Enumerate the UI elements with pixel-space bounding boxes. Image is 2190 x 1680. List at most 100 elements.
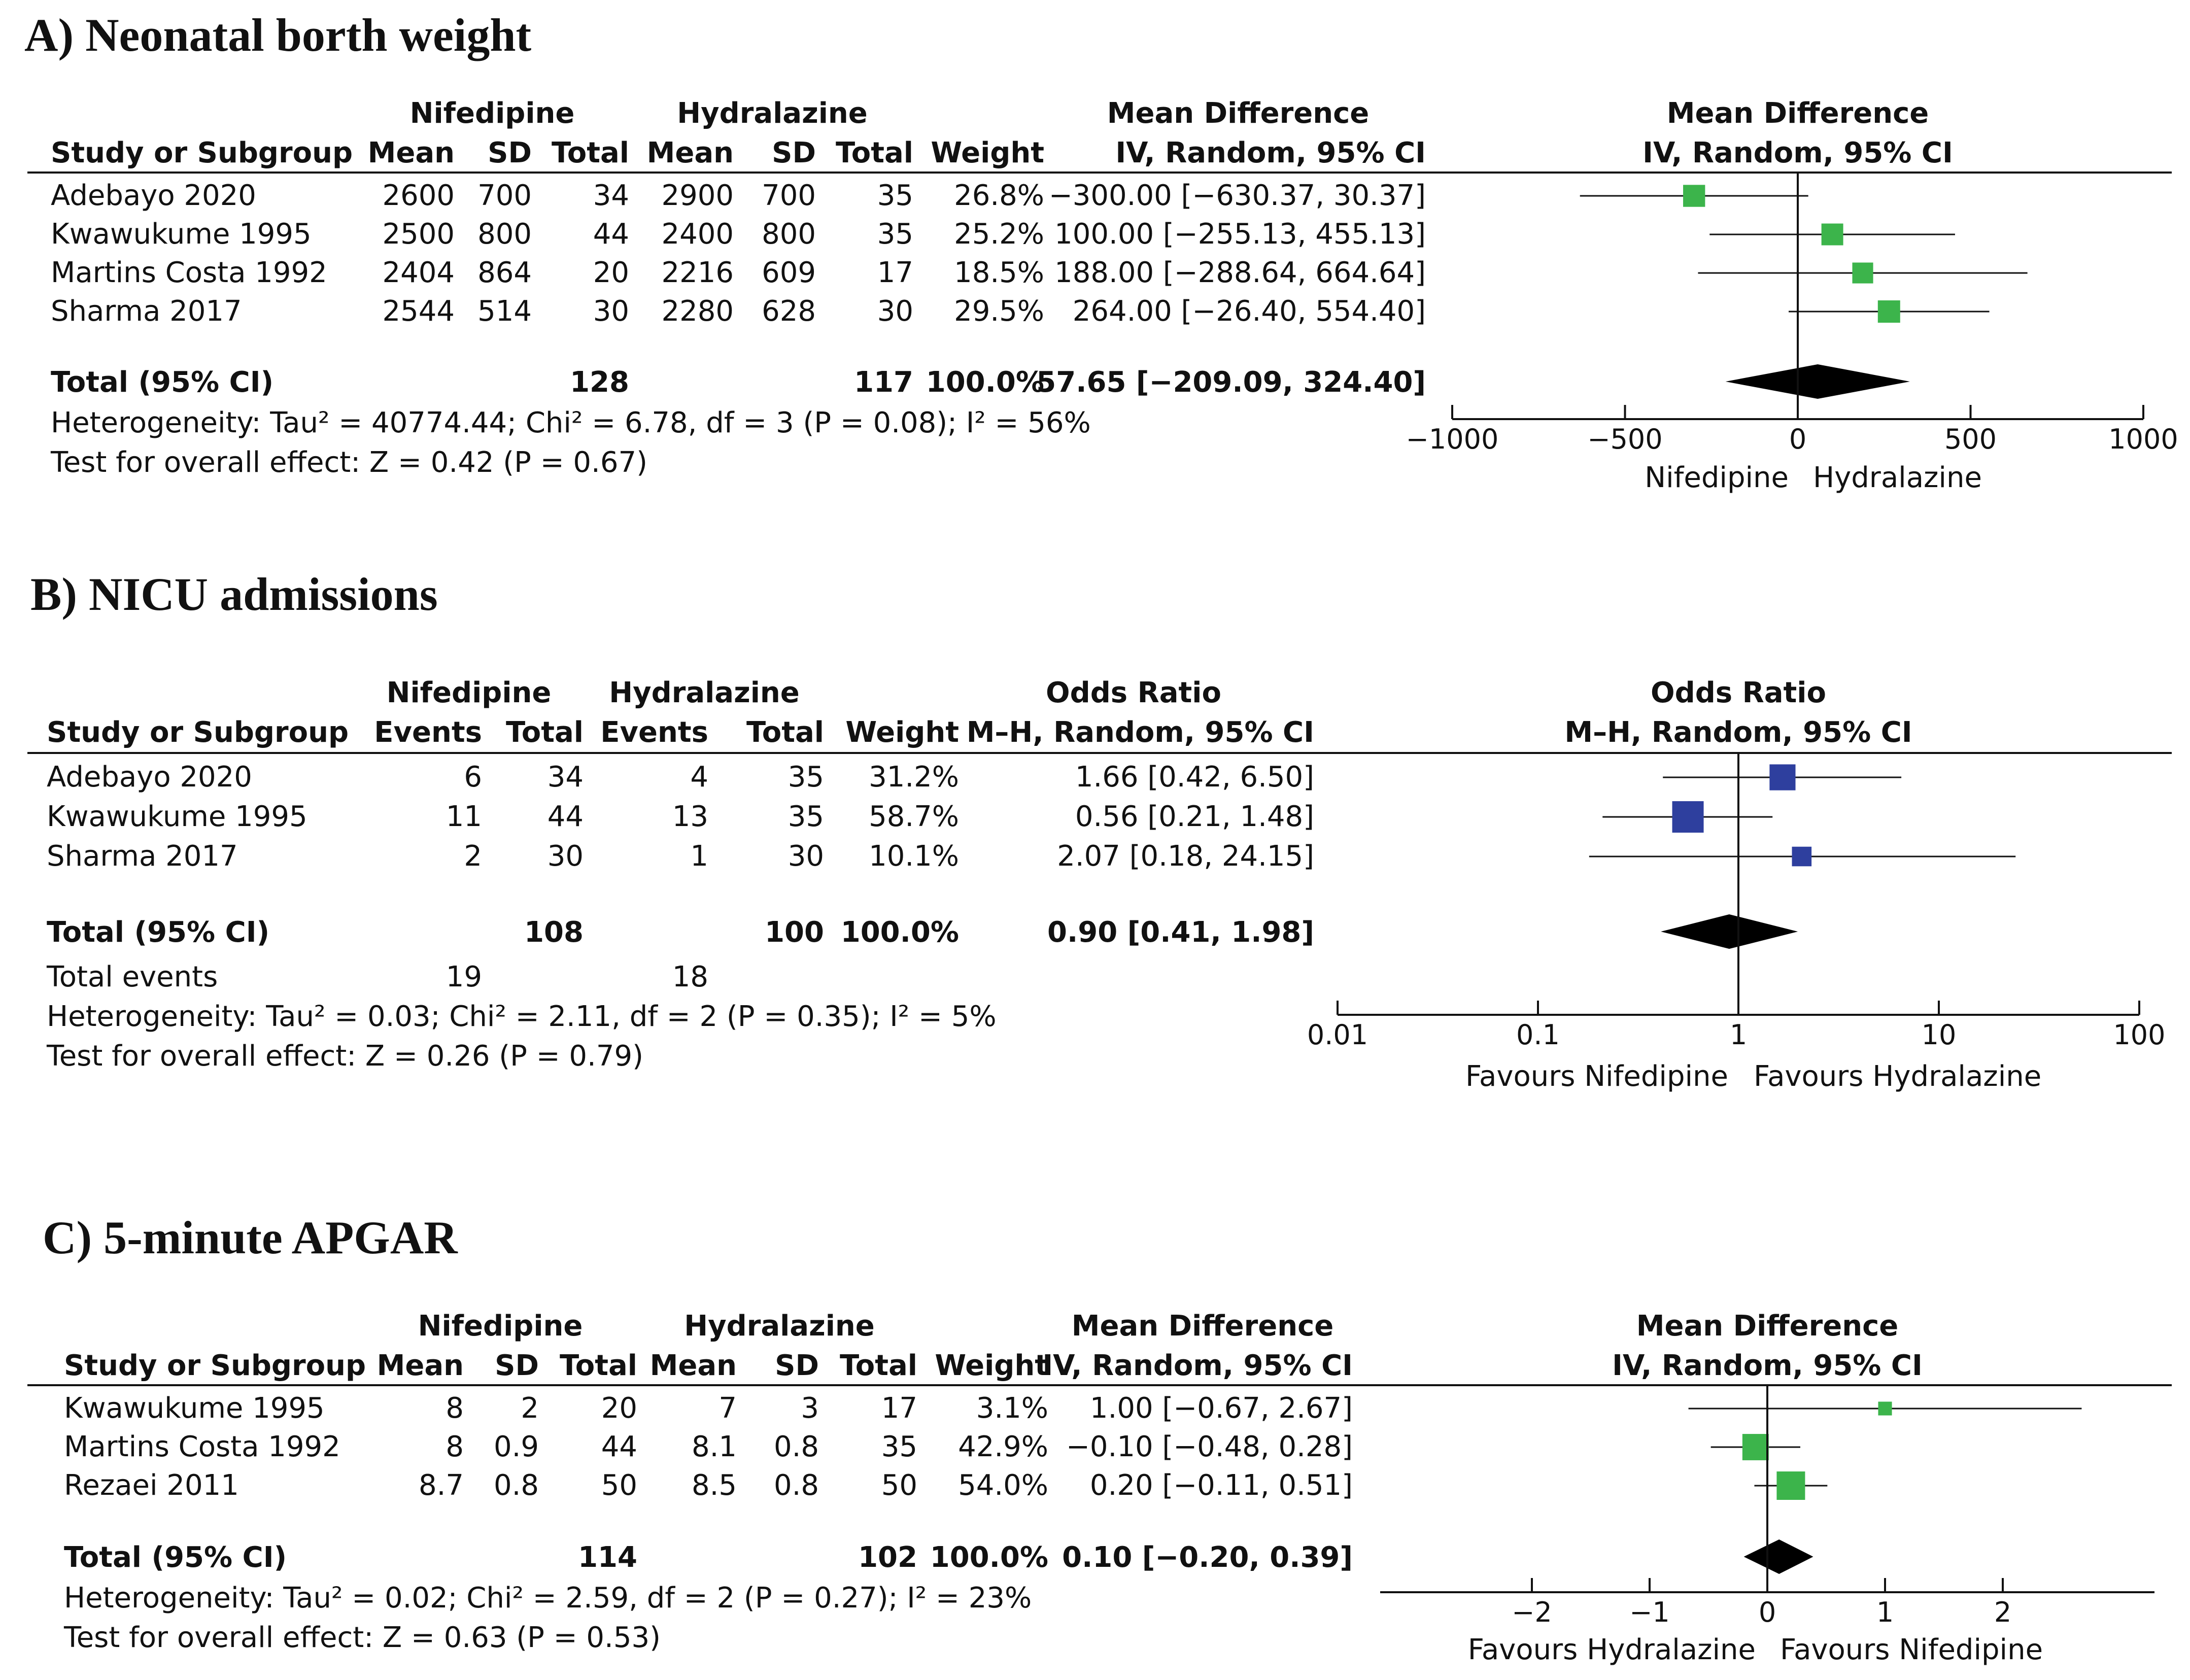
x-tick-label: 0 xyxy=(1759,1596,1776,1628)
col-header: Total xyxy=(840,1349,917,1382)
study-cell: 3.1% xyxy=(976,1392,1048,1425)
study-cell: 58.7% xyxy=(869,800,959,833)
study-cell: 3 xyxy=(801,1392,819,1425)
study-cell: 800 xyxy=(762,218,816,251)
study-cell: 2 xyxy=(464,840,482,873)
total-label: Total (95% CI) xyxy=(51,366,273,399)
x-tick-label: −1000 xyxy=(1406,423,1499,455)
group2-header: Hydralazine xyxy=(684,1310,874,1343)
total-ci: 0.90 [0.41, 1.98] xyxy=(1047,916,1314,949)
study-cell: 44 xyxy=(548,800,584,833)
total-weight: 100.0% xyxy=(930,1541,1048,1574)
x-tick-label: 0.1 xyxy=(1516,1019,1560,1051)
study-cell: 628 xyxy=(762,295,816,328)
favours-right-label: Hydralazine xyxy=(1813,461,1982,494)
study-cell: 13 xyxy=(672,800,708,833)
total-weight: 100.0% xyxy=(926,366,1044,399)
heterogeneity-text: Heterogeneity: Tau² = 40774.44; Chi² = 6… xyxy=(51,406,1091,439)
heterogeneity-text: Heterogeneity: Tau² = 0.02; Chi² = 2.59,… xyxy=(64,1582,1032,1615)
col-header: Total xyxy=(836,136,913,169)
study-cell: 800 xyxy=(477,218,532,251)
col-header: Total xyxy=(746,716,824,749)
study-cell: 50 xyxy=(601,1469,637,1502)
study-cell: 514 xyxy=(477,295,532,328)
measure-header: Mean Difference xyxy=(1072,1310,1334,1343)
col-header: Total xyxy=(552,136,629,169)
plot-measure-header: Mean Difference xyxy=(1636,1310,1899,1343)
plot-method-header: IV, Random, 95% CI xyxy=(1612,1349,1923,1382)
total-n2: 117 xyxy=(854,366,913,399)
study-cell: 8 xyxy=(446,1392,464,1425)
x-tick-label: 500 xyxy=(1944,423,1997,455)
study-cell: 2500 xyxy=(382,218,455,251)
total-ci: 57.65 [−209.09, 324.40] xyxy=(1036,366,1426,399)
col-header: Mean xyxy=(647,136,734,169)
study-cell: 20 xyxy=(593,256,629,289)
study-cell: 35 xyxy=(877,179,913,212)
study-name: Kwawukume 1995 xyxy=(51,218,312,251)
total-events-2: 18 xyxy=(672,961,708,993)
total-n1: 114 xyxy=(578,1541,637,1574)
x-tick-label: 100 xyxy=(2113,1019,2165,1051)
col-header: Weight xyxy=(935,1349,1048,1382)
col-header: Mean xyxy=(377,1349,464,1382)
col-header: IV, Random, 95% CI xyxy=(1115,136,1426,169)
study-cell: 2900 xyxy=(661,179,734,212)
point-estimate-box xyxy=(1769,764,1796,791)
study-cell: 264.00 [−26.40, 554.40] xyxy=(1073,295,1426,328)
point-estimate-box xyxy=(1821,223,1843,246)
study-cell: 0.20 [−0.11, 0.51] xyxy=(1090,1469,1353,1502)
col-header: Weight xyxy=(845,716,959,749)
pooled-diamond xyxy=(1743,1539,1813,1574)
panel-title: C) 5-minute APGAR xyxy=(43,1212,458,1263)
pooled-diamond xyxy=(1661,914,1798,949)
study-cell: 609 xyxy=(762,256,816,289)
study-cell: 30 xyxy=(877,295,913,328)
favours-left-label: Nifedipine xyxy=(1645,461,1789,494)
x-tick-label: 0.01 xyxy=(1307,1019,1368,1051)
study-name: Adebayo 2020 xyxy=(51,179,256,212)
study-cell: −300.00 [−630.37, 30.37] xyxy=(1049,179,1426,212)
study-cell: 18.5% xyxy=(954,256,1044,289)
col-header: Events xyxy=(374,716,482,749)
study-cell: 8.1 xyxy=(692,1430,737,1463)
study-cell: 864 xyxy=(477,256,532,289)
study-cell: 2280 xyxy=(661,295,734,328)
total-label: Total (95% CI) xyxy=(47,916,269,949)
point-estimate-box xyxy=(1683,185,1705,207)
col-header: SD xyxy=(775,1349,819,1382)
study-cell: 2404 xyxy=(382,256,455,289)
study-cell: 34 xyxy=(593,179,629,212)
study-cell: 700 xyxy=(477,179,532,212)
col-header-study: Study or Subgroup xyxy=(47,716,349,749)
group1-header: Nifedipine xyxy=(410,97,575,130)
study-cell: 30 xyxy=(548,840,584,873)
study-cell: 11 xyxy=(446,800,482,833)
panel-title: B) NICU admissions xyxy=(30,568,438,620)
study-cell: 2400 xyxy=(661,218,734,251)
point-estimate-box xyxy=(1742,1434,1769,1460)
study-cell: 0.9 xyxy=(494,1430,539,1463)
point-estimate-box xyxy=(1852,262,1873,284)
study-cell: 8.5 xyxy=(692,1469,737,1502)
x-tick-label: 10 xyxy=(1922,1019,1957,1051)
study-cell: 44 xyxy=(593,218,629,251)
study-cell: 54.0% xyxy=(958,1469,1048,1502)
group1-header: Nifedipine xyxy=(387,676,552,709)
point-estimate-box xyxy=(1792,846,1812,867)
study-cell: 44 xyxy=(601,1430,637,1463)
col-header: SD xyxy=(488,136,532,169)
study-cell: 42.9% xyxy=(958,1430,1048,1463)
overall-effect-text: Test for overall effect: Z = 0.63 (P = 0… xyxy=(63,1621,661,1654)
study-cell: 0.8 xyxy=(774,1430,819,1463)
total-n2: 102 xyxy=(858,1541,917,1574)
study-cell: 20 xyxy=(601,1392,637,1425)
favours-right-label: Favours Nifedipine xyxy=(1780,1633,2043,1666)
study-cell: 2544 xyxy=(382,295,455,328)
total-n1: 128 xyxy=(570,366,629,399)
x-tick-label: 1000 xyxy=(2108,423,2178,455)
study-cell: 34 xyxy=(548,761,584,794)
group2-header: Hydralazine xyxy=(609,676,799,709)
point-estimate-box xyxy=(1878,1401,1892,1416)
study-cell: 2.07 [0.18, 24.15] xyxy=(1057,840,1314,873)
